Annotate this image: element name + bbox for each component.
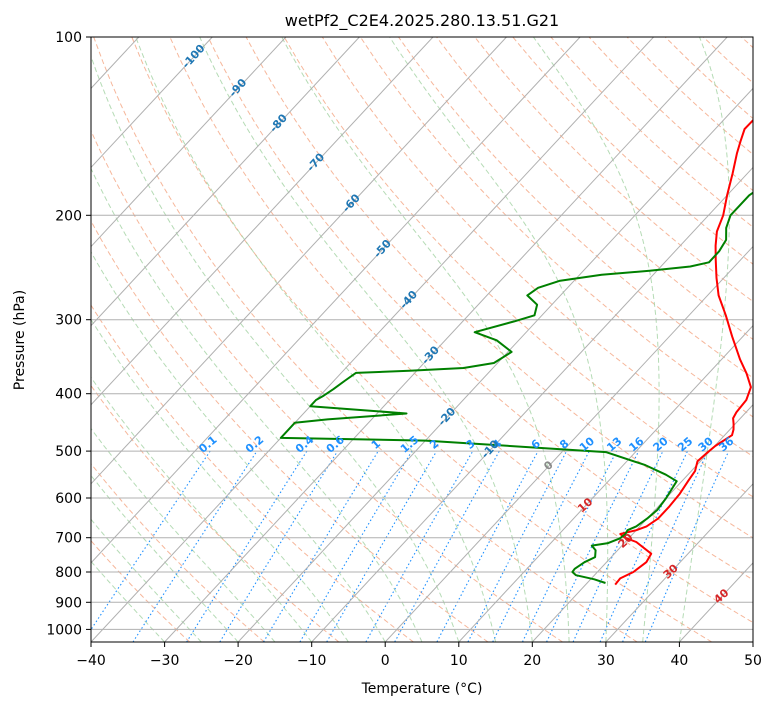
y-tick-label: 100	[55, 30, 82, 46]
y-tick-label: 700	[55, 531, 82, 547]
plot-area: 0.1 0.2 0.4 0.6 1 1.5 2 3 4 6 8 10 13 16 20 25 30 36-100-…	[91, 37, 753, 642]
y-tick-label: 600	[55, 491, 82, 507]
isotherm-gridline	[605, 483, 753, 642]
isotherm-gridline	[91, 37, 213, 169]
y-axis-title: Pressure (hPa)	[12, 290, 28, 390]
isotherm-gridline	[164, 37, 728, 642]
mixing-ratio-line	[436, 450, 539, 642]
dry-adiabat-line	[321, 37, 753, 458]
mixing-ratio-line	[365, 450, 474, 642]
mixing-ratio-line	[492, 450, 590, 642]
isotherm-gridline	[91, 37, 507, 485]
dry-adiabat-line	[283, 37, 753, 498]
isotherm-gridline	[91, 37, 581, 564]
isotherm-gridline	[311, 166, 753, 642]
y-tick-label: 900	[55, 595, 82, 611]
temperature-trace	[614, 118, 753, 586]
chart-title: wetPf2_C2E4.2025.280.13.51.G21	[285, 11, 559, 31]
sounding-traces	[279, 118, 753, 586]
x-tick-label: 0	[381, 653, 390, 669]
x-tick-label: −40	[76, 653, 106, 669]
moist-adiabat-line	[91, 518, 202, 642]
plot-frame	[90, 36, 754, 643]
mixing-ratio-line	[132, 450, 258, 642]
isotherm-gridline	[91, 37, 360, 327]
mixing-ratio-line	[521, 450, 618, 642]
isobar-gridlines	[91, 37, 753, 630]
dewpoint-trace	[279, 191, 753, 584]
moist-adiabat-line	[389, 37, 609, 642]
isotherm-gridline	[384, 245, 753, 642]
moist-adiabat-line	[281, 37, 570, 642]
y-tick-label: 200	[55, 208, 82, 224]
moist-adiabat-line	[678, 37, 730, 642]
y-tick-label: 500	[55, 444, 82, 460]
moist-adiabat-line	[135, 37, 497, 642]
mixing-ratio-line	[394, 450, 500, 642]
moist-adiabat-line	[91, 474, 239, 642]
moist-adiabat-line	[199, 37, 533, 642]
y-axis-ticks: 100 200 300 400 500 600 700 800 900 1000	[46, 30, 91, 638]
x-tick-label: −30	[150, 653, 180, 669]
isotherm-gridline	[531, 403, 753, 642]
x-axis-title: Temperature (°C)	[361, 681, 483, 697]
dry-adiabat-line	[359, 37, 753, 418]
dry-adiabat-line	[91, 539, 191, 642]
y-tick-label: 300	[55, 313, 82, 329]
x-tick-label: −20	[223, 653, 253, 669]
isotherm-gridline	[91, 37, 434, 406]
moist-adiabat-line	[91, 560, 165, 642]
moist-adiabat-line	[91, 318, 349, 642]
y-tick-label: 1000	[46, 622, 82, 638]
dry-adiabat-line	[91, 219, 489, 642]
dry-adiabat-line	[169, 37, 753, 624]
dry-adiabat-line	[91, 129, 563, 642]
y-tick-label: 400	[55, 387, 82, 403]
x-tick-label: 30	[597, 653, 615, 669]
mixing-ratio-line	[186, 450, 308, 642]
isotherm-gridline	[458, 324, 753, 642]
moist-adiabat-line	[91, 167, 423, 642]
x-tick-label: 10	[450, 653, 468, 669]
dry-adiabat-line	[436, 37, 753, 340]
x-tick-label: −10	[297, 653, 327, 669]
x-axis-ticks: −40 −30 −20 −10 0 10 20 30 40 50	[76, 642, 762, 669]
moist-adiabats	[91, 37, 730, 642]
moist-adiabat-line	[532, 37, 660, 642]
x-tick-label: 20	[523, 653, 541, 669]
dry-adiabat-line	[93, 37, 638, 642]
mixing-ratio-line	[622, 450, 709, 642]
isotherm-gridline	[91, 37, 654, 642]
mixing-ratio-line	[219, 450, 339, 642]
x-tick-label: 50	[744, 653, 762, 669]
isotherm-gridline	[237, 87, 753, 642]
x-tick-label: 40	[670, 653, 688, 669]
dry-adiabat-line	[131, 37, 713, 642]
moist-adiabat-line	[91, 54, 460, 642]
y-tick-label: 800	[55, 565, 82, 581]
isotherm-gridlines	[91, 37, 753, 642]
dry-adiabat-line	[91, 463, 265, 642]
isotherm-gridline	[91, 37, 287, 248]
mixing-ratio-line	[91, 450, 211, 631]
moist-adiabat-line	[91, 250, 386, 642]
